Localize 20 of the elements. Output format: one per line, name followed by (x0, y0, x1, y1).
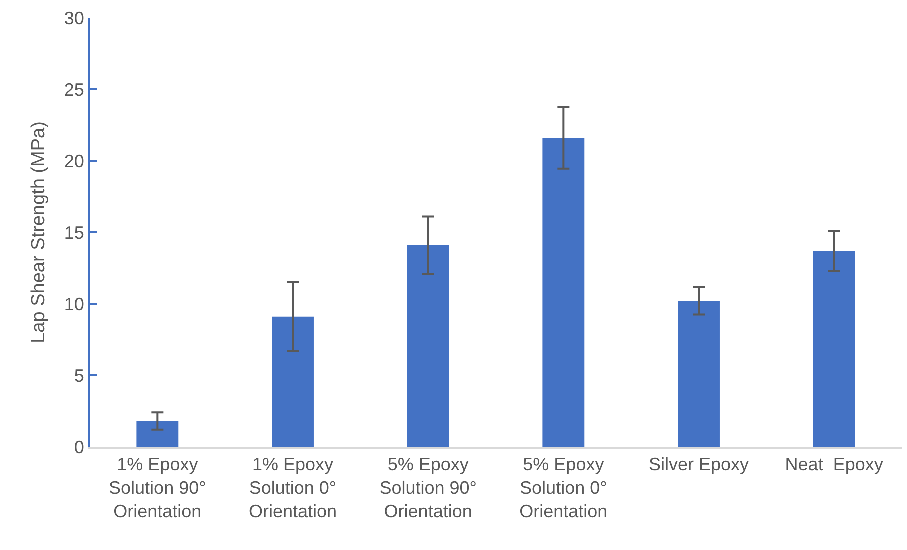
y-tick-label: 30 (64, 8, 84, 28)
y-tick-label: 15 (64, 222, 84, 243)
y-axis-title: Lap Shear Strength (MPa) (28, 122, 50, 344)
x-tick-label: Silver Epoxy (648, 454, 750, 475)
x-tick-label: 5% Epoxy Solution 90° Orientation (380, 454, 477, 522)
y-tick-label: 25 (64, 80, 84, 100)
x-tick-label: 1% Epoxy Solution 90° Orientation (109, 454, 206, 522)
y-tick-label: 10 (64, 294, 84, 314)
y-tick-label: 20 (64, 151, 84, 172)
y-tick-label: 5 (74, 366, 84, 386)
y-tick-label: 0 (74, 437, 84, 458)
bar (678, 301, 720, 447)
x-tick-label: Neat Epoxy (785, 454, 884, 475)
bar (407, 245, 450, 447)
bar (813, 251, 856, 447)
bar (136, 421, 179, 447)
x-tick-label: 1% Epoxy Solution 0° Orientation (248, 454, 338, 522)
bar (272, 316, 314, 447)
bar (542, 138, 585, 447)
x-tick-label: 5% Epoxy Solution 0° Orientation (520, 454, 608, 522)
